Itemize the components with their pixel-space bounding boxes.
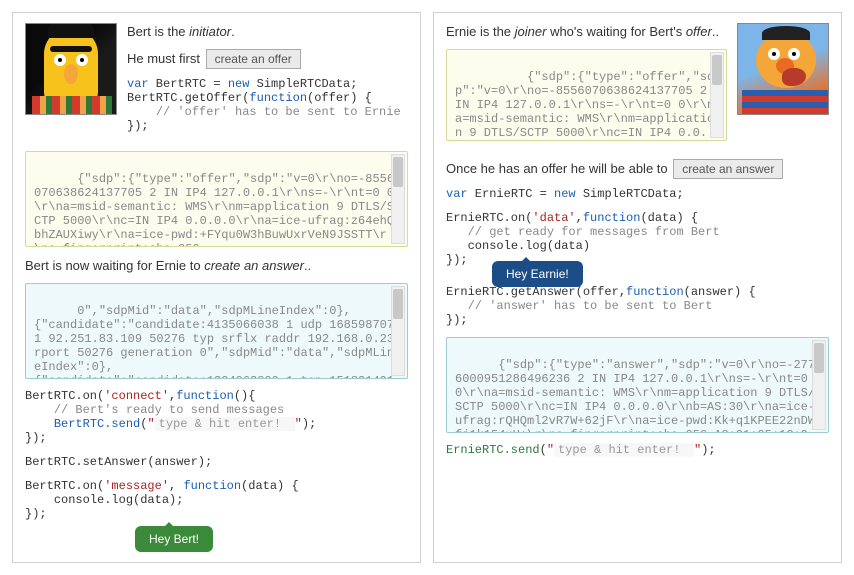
scrollbar[interactable]	[812, 340, 826, 430]
bert-avatar	[25, 23, 117, 115]
bert-message-code: BertRTC.on('message', function(data) { c…	[25, 479, 408, 521]
text: ..	[304, 258, 311, 273]
text: Ernie is the	[446, 24, 515, 39]
create-offer-button[interactable]: create an offer	[206, 49, 301, 69]
ernie-offer-sdp-box[interactable]: {"sdp":{"type":"offer","sdp":"v=0\r\no=-…	[446, 49, 727, 141]
bert-header: Bert is the initiator. He must first cre…	[25, 23, 408, 143]
text-em: offer	[686, 24, 712, 39]
ernie-new-code: var ErnieRTC = new SimpleRTCData;	[446, 187, 829, 201]
bert-panel: Bert is the initiator. He must first cre…	[12, 12, 421, 563]
bert-code-offer: var BertRTC = new SimpleRTCData; BertRTC…	[127, 77, 408, 133]
sdp-text: 0","sdpMid":"data","sdpMLineIndex":0}, {…	[34, 304, 401, 379]
text: He must first	[127, 51, 200, 66]
two-column-layout: Bert is the initiator. He must first cre…	[12, 12, 842, 563]
text: Bert is now waiting for Ernie to	[25, 258, 204, 273]
ernie-answer-sdp-box[interactable]: {"sdp":{"type":"answer","sdp":"v=0\r\no=…	[446, 337, 829, 433]
bert-intro: Bert is the initiator.	[127, 23, 408, 41]
text-em: initiator	[189, 24, 231, 39]
bert-send-input[interactable]: type & hit enter!	[155, 417, 295, 431]
text-em: create an answer	[204, 258, 304, 273]
bert-connect-code: BertRTC.on('connect',function(){ // Bert…	[25, 389, 408, 445]
text: Once he has an offer he will be able to	[446, 161, 668, 176]
bert-mustfirst: He must first create an offer	[127, 49, 408, 69]
text-em: joiner	[515, 24, 547, 39]
ernie-getanswer-code: ErnieRTC.getAnswer(offer,function(answer…	[446, 285, 829, 327]
bert-ice-box[interactable]: 0","sdpMid":"data","sdpMLineIndex":0}, {…	[25, 283, 408, 379]
bert-waiting: Bert is now waiting for Ernie to create …	[25, 257, 408, 275]
ernie-send-input[interactable]: type & hit enter!	[554, 443, 694, 457]
bert-setanswer-code: BertRTC.setAnswer(answer);	[25, 455, 408, 469]
ernie-ondata-code: ErnieRTC.on('data',function(data) { // g…	[446, 211, 829, 267]
ernie-avatar	[737, 23, 829, 115]
ernie-intro: Ernie is the joiner who's waiting for Be…	[446, 23, 727, 41]
ernie-send-code: ErnieRTC.send("type & hit enter! ");	[446, 443, 829, 457]
sdp-text: {"sdp":{"type":"offer","sdp":"v=0\r\no=-…	[34, 172, 394, 247]
ernie-once: Once he has an offer he will be able to …	[446, 159, 829, 179]
scrollbar[interactable]	[710, 52, 724, 138]
sdp-text: {"sdp":{"type":"offer","sdp":"v=0\r\no=-…	[455, 70, 714, 141]
sdp-text: {"sdp":{"type":"answer","sdp":"v=0\r\no=…	[455, 358, 815, 433]
bert-speech-bubble: Hey Bert!	[135, 526, 213, 552]
scrollbar[interactable]	[391, 286, 405, 376]
scrollbar[interactable]	[391, 154, 405, 244]
ernie-speech-bubble: Hey Earnie!	[492, 261, 583, 287]
bert-offer-sdp-box[interactable]: {"sdp":{"type":"offer","sdp":"v=0\r\no=-…	[25, 151, 408, 247]
text: .	[231, 24, 235, 39]
create-answer-button[interactable]: create an answer	[673, 159, 783, 179]
text: who's waiting for Bert's	[546, 24, 685, 39]
ernie-header: Ernie is the joiner who's waiting for Be…	[446, 23, 829, 151]
text: ..	[712, 24, 719, 39]
ernie-panel: Ernie is the joiner who's waiting for Be…	[433, 12, 842, 563]
text: Bert is the	[127, 24, 189, 39]
